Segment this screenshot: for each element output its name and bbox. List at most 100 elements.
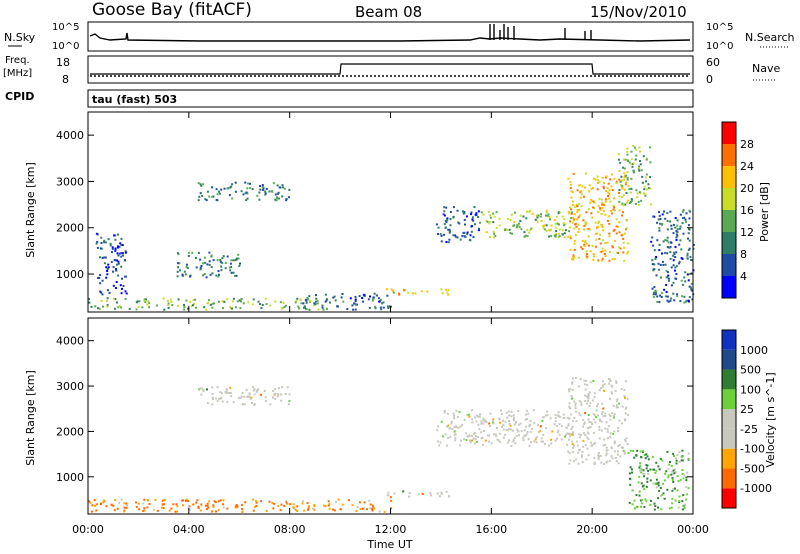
velocity-cell: [286, 502, 289, 505]
power-cell: [206, 263, 209, 266]
power-cell: [398, 293, 401, 296]
power-cell: [577, 203, 580, 205]
power-cell: [493, 232, 496, 235]
power-cell: [548, 216, 551, 218]
velocity-cell: [448, 495, 451, 498]
power-cell: [572, 216, 574, 219]
power-cell: [623, 167, 626, 170]
power-cell: [195, 306, 197, 309]
power-cell: [673, 251, 676, 254]
power-cell: [230, 271, 233, 274]
power-cell: [472, 235, 475, 238]
power-cell: [223, 187, 226, 190]
power-cell: [259, 303, 261, 305]
power-cell: [606, 241, 609, 244]
power-cell: [240, 190, 243, 193]
velocity-cell: [562, 416, 565, 419]
power-cell: [361, 297, 364, 299]
power-cell: [120, 252, 123, 255]
velocity-cell: [211, 403, 214, 406]
power-cell: [279, 186, 282, 189]
power-cell: [658, 227, 661, 230]
velocity-cell: [677, 506, 680, 509]
velocity-cell: [589, 391, 591, 394]
velocity-cell: [654, 505, 657, 508]
velocity-cell: [647, 470, 650, 472]
power-cell: [576, 218, 579, 221]
velocity-cell: [328, 507, 331, 510]
velocity-cell: [612, 433, 615, 435]
power-cell: [471, 216, 474, 219]
velocity-cell: [655, 461, 658, 464]
velocity-cell: [522, 439, 525, 442]
velocity-cell: [439, 441, 442, 444]
power-cell: [682, 209, 685, 212]
power-cell: [531, 212, 534, 215]
power-cell: [687, 224, 690, 227]
velocity-cell: [531, 427, 534, 430]
power-cell: [686, 273, 689, 276]
power-cell: [526, 229, 529, 231]
power-cell: [302, 302, 305, 305]
power-cell: [633, 146, 636, 149]
power-cell: [392, 291, 395, 294]
power-cell: [575, 225, 578, 228]
power-cell: [269, 304, 272, 307]
power-cell: [653, 286, 656, 289]
velocity-colorbar-swatch: [722, 369, 736, 390]
power-cell: [674, 217, 677, 219]
power-cell: [684, 280, 687, 283]
velocity-cell: [532, 409, 535, 412]
power-cell: [112, 284, 115, 287]
power-cell: [582, 219, 585, 222]
power-cell: [215, 274, 218, 277]
power-cell: [666, 236, 669, 239]
velocity-cell: [660, 508, 663, 511]
power-cell: [264, 193, 267, 196]
power-cell: [224, 267, 227, 270]
power-cell: [200, 184, 203, 187]
velocity-cell: [656, 482, 659, 485]
power-cell: [247, 301, 250, 304]
power-cell: [341, 293, 344, 295]
power-cell: [259, 185, 261, 187]
velocity-cell: [284, 393, 287, 395]
power-cell: [638, 166, 641, 169]
velocity-cell: [568, 462, 571, 465]
power-cell: [99, 247, 102, 250]
velocity-cell: [520, 430, 523, 433]
power-cell: [661, 222, 664, 225]
velocity-cell: [570, 433, 573, 436]
power-cell: [449, 224, 452, 227]
y-tick-label: 4000: [56, 129, 84, 142]
velocity-cell: [668, 507, 671, 510]
power-cell: [688, 217, 691, 220]
power-cell: [177, 298, 180, 301]
power-cell: [443, 210, 446, 213]
power-cell: [380, 308, 383, 311]
velocity-cell: [253, 404, 256, 407]
power-cell: [96, 307, 99, 310]
velocity-cell: [556, 431, 559, 434]
power-cell: [368, 307, 371, 309]
power-cell: [309, 299, 312, 302]
velocity-cell: [570, 413, 573, 416]
velocity-cell: [635, 454, 638, 457]
power-cell: [601, 201, 604, 204]
power-cell: [235, 274, 238, 277]
power-cell: [519, 214, 522, 217]
velocity-cell: [153, 508, 156, 511]
power-cell: [626, 171, 629, 174]
power-cell: [471, 218, 474, 221]
velocity-cell: [604, 412, 607, 415]
velocity-cell: [614, 457, 617, 459]
velocity-cell: [664, 472, 667, 475]
power-cell: [234, 259, 237, 262]
power-colorbar-tick: 8: [740, 248, 747, 261]
power-cell: [658, 301, 661, 304]
velocity-cell: [577, 385, 580, 388]
power-cell: [569, 206, 571, 209]
velocity-cell: [578, 433, 581, 436]
power-cell: [217, 273, 220, 276]
velocity-cell: [200, 393, 203, 396]
